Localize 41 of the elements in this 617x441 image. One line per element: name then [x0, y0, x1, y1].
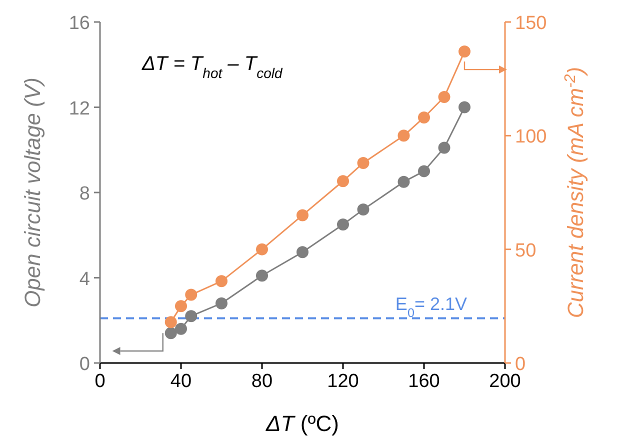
point: [357, 204, 370, 216]
point: [256, 270, 268, 282]
x-tick-label: 40: [170, 371, 192, 392]
point: [185, 288, 198, 301]
ref-line-label: E$_{0}$= 2.1V: [395, 294, 467, 320]
y-tick-label: 4: [79, 268, 90, 290]
point: [296, 246, 308, 258]
x-tick-label: 0: [94, 371, 106, 392]
point: [164, 316, 177, 328]
point: [296, 209, 308, 222]
point: [256, 243, 268, 256]
point: [175, 300, 187, 312]
x-tick-label: 80: [251, 371, 273, 392]
y-axis-title: Open circuit voltage (V): [20, 78, 45, 308]
y-tick-label: 0: [79, 354, 90, 375]
point: [175, 322, 187, 335]
point: [337, 218, 349, 230]
y2-tick-label: 50: [515, 240, 536, 262]
point: [216, 275, 228, 288]
point: [185, 310, 198, 322]
x-tick-label: 160: [408, 371, 440, 392]
y-tick-label: 16: [68, 13, 90, 34]
y-tick-label: 8: [79, 184, 90, 204]
point: [337, 175, 349, 188]
point: [438, 142, 450, 154]
point: [418, 165, 430, 178]
point: [164, 327, 177, 340]
x-tick-label: 120: [327, 371, 359, 392]
y-tick-label: 12: [68, 98, 90, 120]
point: [357, 156, 370, 169]
point: [418, 111, 430, 124]
annotation: ΔT = T$_{hot}$ – T$_{cold}$: [141, 53, 284, 81]
point: [216, 297, 228, 310]
point: [398, 130, 410, 142]
y2-tick-label: 150: [515, 13, 547, 34]
point: [458, 46, 470, 58]
y2-tick-label: 100: [515, 126, 547, 148]
point: [398, 176, 410, 188]
point: [458, 101, 470, 114]
point: [438, 91, 450, 104]
x-axis-title: ΔT (ºC): [265, 411, 339, 436]
